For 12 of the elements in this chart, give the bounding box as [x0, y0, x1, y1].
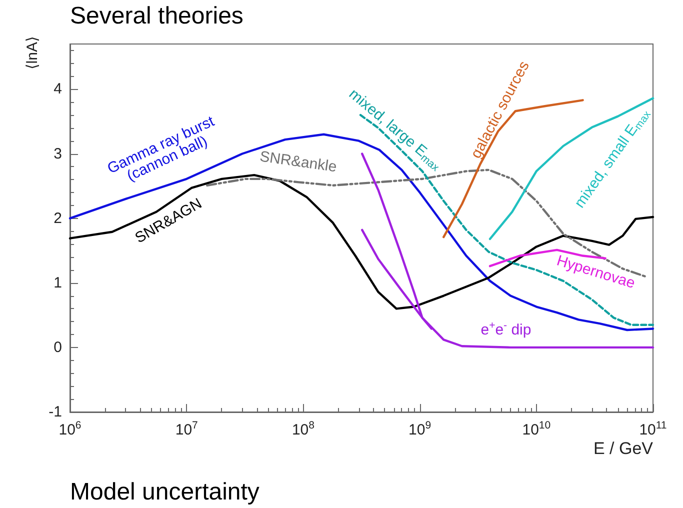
y-tick-label: 1 — [54, 274, 62, 292]
text: Model uncertainty — [70, 478, 260, 506]
y-axis-title: ⟨lnA⟩ — [24, 36, 41, 70]
text: SNR&ankle — [258, 148, 338, 176]
y-tick-label: 3 — [54, 145, 62, 162]
text: Several theories — [70, 2, 244, 30]
y-tick-label: 0 — [54, 338, 62, 356]
series-label: e+e- dip — [480, 320, 532, 339]
y-tick-label: -1 — [48, 404, 62, 420]
y-tick-label: 4 — [54, 80, 62, 98]
x-axis-title: E / GeV — [593, 439, 654, 458]
y-tick-label: 2 — [54, 210, 62, 227]
